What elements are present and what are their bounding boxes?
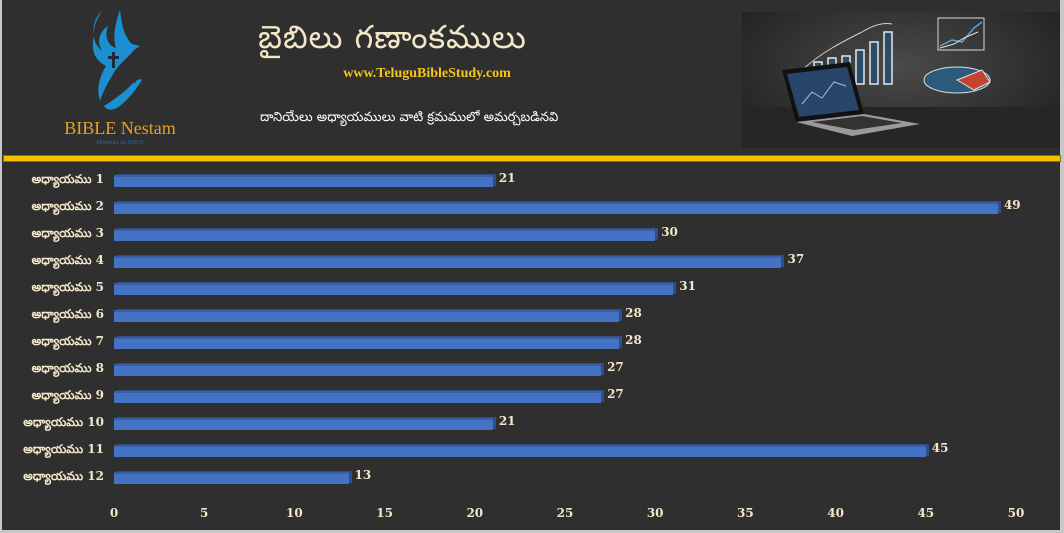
x-axis-tick: 30 <box>646 506 664 520</box>
value-label: 21 <box>498 414 516 428</box>
chart-row: అధ్యాయము 7 28 <box>2 330 1060 357</box>
laptop-charts-image <box>742 12 1060 148</box>
x-axis-tick: 0 <box>109 506 119 520</box>
category-label: అధ్యాయము 6 <box>31 307 104 321</box>
bar <box>114 256 782 268</box>
horizontal-bar-chart: అధ్యాయము 1 21 అధ్యాయము 2 49 అధ్యాయము 3 30 అధ్య… <box>2 168 1060 528</box>
category-label: అధ్యాయము 8 <box>31 361 104 375</box>
x-axis-tick: 45 <box>917 506 935 520</box>
value-label: 49 <box>1003 198 1021 212</box>
bar <box>114 283 674 295</box>
gold-divider <box>3 155 1061 162</box>
value-label: 21 <box>498 171 516 185</box>
category-label: అధ్యాయము 3 <box>31 226 104 240</box>
x-axis-tick: 5 <box>200 506 209 520</box>
category-label: అధ్యాయము 2 <box>31 199 104 213</box>
chart-subtitle: దానియేలు అధ్యాయములు వాటి క్రమములో అమర్చబ… <box>260 110 559 125</box>
bible-nestam-logo: BIBLE Nestam Disciples of JESUS <box>46 6 186 148</box>
page-title: బైబిలు గణాంకములు <box>258 18 527 56</box>
bar <box>114 229 656 241</box>
category-label: అధ్యాయము 7 <box>31 334 104 348</box>
category-label: అధ్యాయము 10 <box>23 415 104 429</box>
value-label: 30 <box>661 225 678 239</box>
category-label: అధ్యాయము 9 <box>31 388 104 402</box>
dove-cross-hand-icon <box>92 10 142 110</box>
value-label: 13 <box>354 468 372 482</box>
value-label: 28 <box>625 306 642 320</box>
chart-row: అధ్యాయము 6 28 <box>2 303 1060 330</box>
value-label: 45 <box>931 441 949 455</box>
x-axis-tick: 20 <box>466 506 484 520</box>
x-axis-tick: 40 <box>827 506 844 520</box>
logo-title: BIBLE Nestam <box>64 118 176 138</box>
x-axis-tick: 35 <box>737 506 754 520</box>
bar <box>114 391 602 403</box>
category-label: అధ్యాయము 5 <box>31 280 104 294</box>
chart-row: అధ్యాయము 10 21 <box>2 411 1060 438</box>
chart-row: అధ్యాయము 11 45 <box>2 438 1060 465</box>
value-label: 37 <box>787 252 805 266</box>
chart-row: అధ్యాయము 1 21 <box>2 168 1060 195</box>
x-axis-tick: 15 <box>376 506 393 520</box>
chart-row: అధ్యాయము 5 31 <box>2 276 1060 303</box>
chart-row: అధ్యాయము 8 27 <box>2 357 1060 384</box>
category-label: అధ్యాయము 4 <box>31 253 104 267</box>
bar <box>114 364 602 376</box>
chart-row: అధ్యాయము 2 49 <box>2 195 1060 222</box>
value-label: 27 <box>607 360 624 374</box>
category-label: అధ్యాయము 11 <box>23 442 104 456</box>
bar <box>114 445 926 457</box>
website-link[interactable]: www.TeluguBibleStudy.com <box>343 66 511 81</box>
category-label: అధ్యాయము 1 <box>31 172 104 186</box>
bar <box>114 202 998 214</box>
bar <box>114 175 493 187</box>
x-axis-tick: 25 <box>556 506 574 520</box>
category-label: అధ్యాయము 12 <box>23 469 104 483</box>
chart-row: అధ్యాయము 4 37 <box>2 249 1060 276</box>
x-axis-tick: 50 <box>1007 506 1025 520</box>
value-label: 28 <box>625 333 642 347</box>
bar <box>114 310 620 322</box>
chart-row: అధ్యాయము 9 27 <box>2 384 1060 411</box>
chart-row: అధ్యాయము 12 13 <box>2 465 1060 492</box>
x-axis-tick: 10 <box>286 506 303 520</box>
value-label: 31 <box>679 279 696 293</box>
chart-row: అధ్యాయము 3 30 <box>2 222 1060 249</box>
logo-tagline: Disciples of JESUS <box>96 140 144 146</box>
value-label: 27 <box>607 387 624 401</box>
bar <box>114 418 493 430</box>
bar <box>114 337 620 349</box>
bar <box>114 472 349 484</box>
